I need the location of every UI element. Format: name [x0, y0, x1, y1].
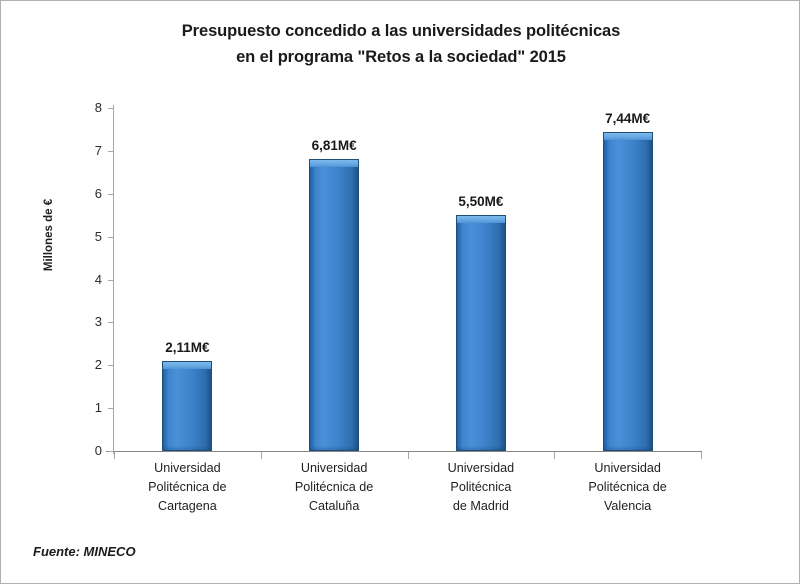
- bar-group: 6,81M€: [309, 108, 360, 451]
- plot-area: 2,11M€ 6,81M€ 5,50M€ 7,44M€: [114, 108, 701, 451]
- y-axis-tick-mark: [108, 193, 114, 195]
- bar-group: 7,44M€: [602, 108, 653, 451]
- bar-data-label: 5,50M€: [458, 194, 504, 210]
- x-axis-tick-mark: [554, 452, 556, 459]
- y-axis-tick: 7: [1, 143, 114, 158]
- x-axis-category-label-line: de Madrid: [452, 499, 509, 513]
- x-axis-category-label-line: Politécnica de: [294, 480, 374, 494]
- x-axis-tick-mark: [114, 452, 115, 459]
- y-axis-tick-label: 2: [94, 357, 102, 373]
- x-axis-tick-mark: [407, 452, 409, 459]
- bar-bottom-shade: [603, 446, 652, 450]
- y-axis-tick-label: 7: [94, 142, 102, 158]
- y-axis-tick-label: 8: [94, 100, 102, 115]
- y-axis-tick: 5: [1, 229, 114, 244]
- y-axis-tick-label: 3: [94, 314, 102, 330]
- bar-bottom-shade: [310, 446, 359, 450]
- bar-top-highlight: [603, 133, 652, 141]
- x-axis-category-label-line: Politécnica: [450, 480, 512, 494]
- y-axis-tick-label: 0: [94, 443, 102, 458]
- y-axis-tick: 4: [1, 272, 114, 287]
- y-axis-tick-mark: [108, 150, 114, 152]
- bar[interactable]: [162, 360, 213, 451]
- y-axis-tick-mark: [108, 322, 114, 324]
- x-axis-tick-mark: [260, 452, 262, 459]
- bar-data-label: 6,81M€: [311, 138, 357, 154]
- bar-bottom-shade: [456, 446, 505, 450]
- x-axis-category-label-line: Politécnica de: [148, 480, 227, 494]
- y-axis-tick-mark: [108, 365, 114, 367]
- y-axis-tick-label: 6: [94, 185, 102, 201]
- bar-data-label: 7,44M€: [605, 111, 651, 127]
- x-axis-category-label: Universidad Politécnica de Madrid: [408, 459, 555, 516]
- x-axis-category-label: Universidad Politécnica de Valencia: [554, 459, 701, 516]
- bar-bottom-shade: [163, 446, 212, 450]
- y-axis-tick: 0: [1, 443, 114, 458]
- y-axis-tick: 8: [1, 100, 114, 115]
- y-axis-tick-label: 1: [94, 400, 102, 416]
- y-axis-tick-mark: [108, 451, 114, 452]
- bar-group: 2,11M€: [162, 108, 213, 451]
- y-axis-tick-mark: [108, 108, 114, 109]
- x-axis-category-label-line: Cataluña: [308, 499, 360, 513]
- bar-data-label: 2,11M€: [165, 339, 210, 355]
- x-axis-category-label-line: Universidad: [447, 461, 515, 475]
- y-axis-tick: 3: [1, 314, 114, 329]
- y-axis-tick-label: 5: [94, 228, 102, 244]
- y-axis-tick: 6: [1, 186, 114, 201]
- y-axis-tick-mark: [108, 408, 114, 410]
- y-axis-tick: 2: [1, 357, 114, 372]
- y-axis-tick-label: 4: [94, 271, 102, 287]
- bar-top-highlight: [163, 361, 212, 369]
- bar-group: 5,50M€: [455, 108, 506, 451]
- x-axis-line: [106, 451, 702, 452]
- y-axis-tick-mark: [108, 236, 114, 238]
- x-axis-category-label-line: Valencia: [603, 499, 652, 513]
- x-axis-category-label-line: Universidad: [154, 461, 221, 475]
- bar[interactable]: [309, 159, 360, 451]
- chart-title: Presupuesto concedido a las universidade…: [1, 19, 799, 70]
- chart-title-line-1: Presupuesto concedido a las universidade…: [181, 22, 621, 40]
- bar-top-highlight: [310, 160, 359, 168]
- y-axis-tick-mark: [108, 279, 114, 281]
- x-axis-category-label-line: Universidad: [594, 461, 661, 475]
- bar[interactable]: [602, 132, 653, 451]
- x-axis-tick-mark: [701, 452, 702, 459]
- x-axis-category-label-line: Universidad: [300, 461, 368, 475]
- chart-title-line-2: en el programa "Retos a la sociedad" 201…: [236, 47, 566, 66]
- x-axis-category-label-line: Politécnica de: [588, 480, 667, 494]
- x-axis-category-label: Universidad Politécnica de Cataluña: [261, 459, 408, 516]
- bar[interactable]: [455, 215, 506, 451]
- x-axis-category-label: Universidad Politécnica de Cartagena: [114, 459, 261, 516]
- y-axis-tick: 1: [1, 400, 114, 415]
- source-note: Fuente: MINECO: [33, 544, 136, 559]
- x-axis-category-label-line: Cartagena: [157, 499, 217, 513]
- bar-top-highlight: [456, 216, 505, 224]
